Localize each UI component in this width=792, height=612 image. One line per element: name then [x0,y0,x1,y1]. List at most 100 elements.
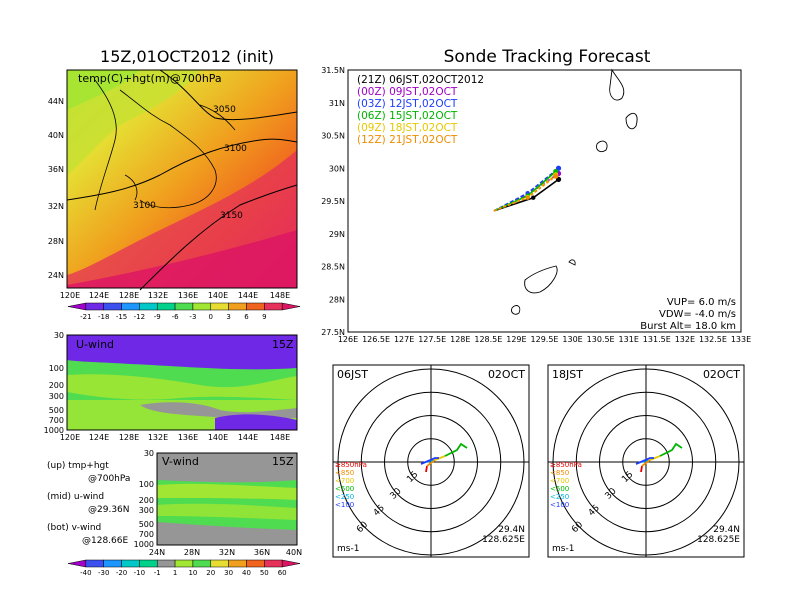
v-lat-tick: 36N [254,548,270,557]
colorbar-swatch [67,302,87,311]
left-title: 15Z,01OCT2012 (init) [100,47,274,66]
temp-colorbar: -21 -18 -15 -12 -9 -6 -3 0 3 6 9 [67,302,301,321]
map-lon-tick: 120E [60,291,80,300]
contour-3150 [139,184,298,291]
hodo-level-label: ≥850hPa [335,461,367,469]
colorbar-tick: 0 [209,313,213,321]
track-lon-tick: 133E [731,335,751,344]
colorbar-swatch [210,302,229,311]
u-p-tick: 1000 [44,426,64,435]
v-lat-tick: 28N [184,548,200,557]
colorbar-swatch [281,302,301,311]
map-lat-tick: 40N [48,131,64,140]
track-lat-tick: 28.5N [321,263,345,272]
colorbar-tick: -9 [154,313,161,321]
track-lat-tick: 30.5N [321,132,345,141]
hodo-level-label: <100 [335,501,354,509]
colorbar-swatch [192,302,212,311]
colorbar-swatch [85,559,104,568]
hodo-trace [434,455,446,461]
hodo-level-label: <500 [335,485,354,493]
side-notes: (up) tmp+hgt @700hPa (mid) u-wind @29.36… [47,461,130,546]
v-p-tick: 500 [139,520,154,529]
note-bot-head: (bot) v-wind [47,523,101,533]
hodo-ring-label: 30 [389,486,404,501]
map-lon-tick: 140E [208,291,228,300]
colorbar-tick: -1 [154,569,161,577]
legend-entry: (12Z) 21JST,02OCT [357,134,458,146]
u-lon-tick: 148E [270,433,290,442]
legend-entry: (06Z) 15JST,02OCT [357,110,458,122]
colorbar-swatch [121,302,140,311]
track-lon-tick: 132E [675,335,695,344]
param-burst: Burst Alt= 18.0 km [640,321,736,332]
v-wind-time: 15Z [272,455,294,468]
colorbar-tick: 60 [278,569,287,577]
hodo-trace [444,442,468,457]
colorbar-swatch [264,559,283,568]
track-lon-tick: 126E [338,335,358,344]
v-p-tick: 200 [139,496,154,505]
contour-3100 [66,138,298,201]
hodo-left-lat: 29.4N [498,525,525,535]
hodo-right-lat: 29.4N [713,525,740,535]
contour-label-3100a: 3100 [224,144,247,154]
v-wind-label: V-wind [162,455,199,468]
colorbar-swatch [246,559,265,568]
u-p-tick: 100 [49,364,64,373]
track-series-layer [493,165,562,212]
cool-region [67,70,200,175]
hodograph-left: 06JST 02OCT 29.4N 128.625E ms-1 15304560… [332,364,530,558]
track-lon-tick: 128E [450,335,470,344]
hodo-ring-label: 45 [372,503,387,518]
track-lat-axis: 31.5N 31N 30.5N 30N 29.5N 29N 28.5N 28N 27.5N [321,66,345,337]
u-wind-jet-region [67,335,297,357]
colorbar-swatch [228,302,247,311]
hodo-left-time: 06JST [337,368,368,381]
hodo-trace [640,465,643,473]
track-frame [347,69,742,333]
v-lat-tick: 32N [219,548,235,557]
legend-entry: (09Z) 18JST,02OCT [357,122,458,134]
contour-label-3050: 3050 [213,105,236,115]
track-lon-tick: 131E [619,335,639,344]
coastline [94,79,236,211]
u-lon-tick: 136E [178,433,198,442]
hodo-right-unit: ms-1 [552,544,574,554]
track-lat-tick: 31N [329,99,345,108]
colorbar-swatch [228,559,247,568]
colorbar-tick: -15 [116,313,127,321]
hodo-trace [425,465,428,473]
map-lat-tick: 36N [48,165,64,174]
map-lon-axis: 120E 124E 128E 132E 136E 140E 144E 148E [60,291,290,300]
v-lat-axis: 24N 28N 32N 36N 40N [149,548,302,557]
colorbar-tick: 30 [224,569,233,577]
colorbar-swatch [156,559,176,568]
hodo-level-label: <850 [550,469,569,477]
note-mid-sub: @29.36N [88,505,130,515]
map-lat-tick: 44N [48,97,64,106]
hodo-trace [641,459,651,467]
hodo-level-label: <250 [550,493,569,501]
temp-map-panel: temp(C)+hgt(m)@700hPa 3050 3100 3100 315… [48,69,298,300]
map-lat-tick: 32N [48,202,64,211]
map-panel-label: temp(C)+hgt(m)@700hPa [78,72,222,85]
u-lon-axis: 120E 124E 128E 132E 136E 140E 144E 148E [60,433,290,442]
v-lat-tick: 40N [286,548,302,557]
track-lat-tick: 28N [329,295,345,304]
hodo-ring-label: 60 [355,520,370,535]
colorbar-swatch [103,559,122,568]
v-p-tick: 30 [144,449,154,458]
legend-entry: (00Z) 09JST,02OCT [357,86,458,98]
colorbar-swatch [174,302,194,311]
colorbar-tick: -3 [189,313,196,321]
hodo-level-label: <700 [550,477,569,485]
colorbar-tick: -40 [80,569,91,577]
map-lon-tick: 132E [148,291,168,300]
legend-entry: (03Z) 12JST,02OCT [357,98,458,110]
colorbar-swatch [156,302,176,311]
hodo-level-label: <850 [335,469,354,477]
track-lon-tick: 128.5E [474,335,502,344]
v-lat-tick: 24N [149,548,165,557]
hodo-right-lon: 128.625E [697,535,740,545]
